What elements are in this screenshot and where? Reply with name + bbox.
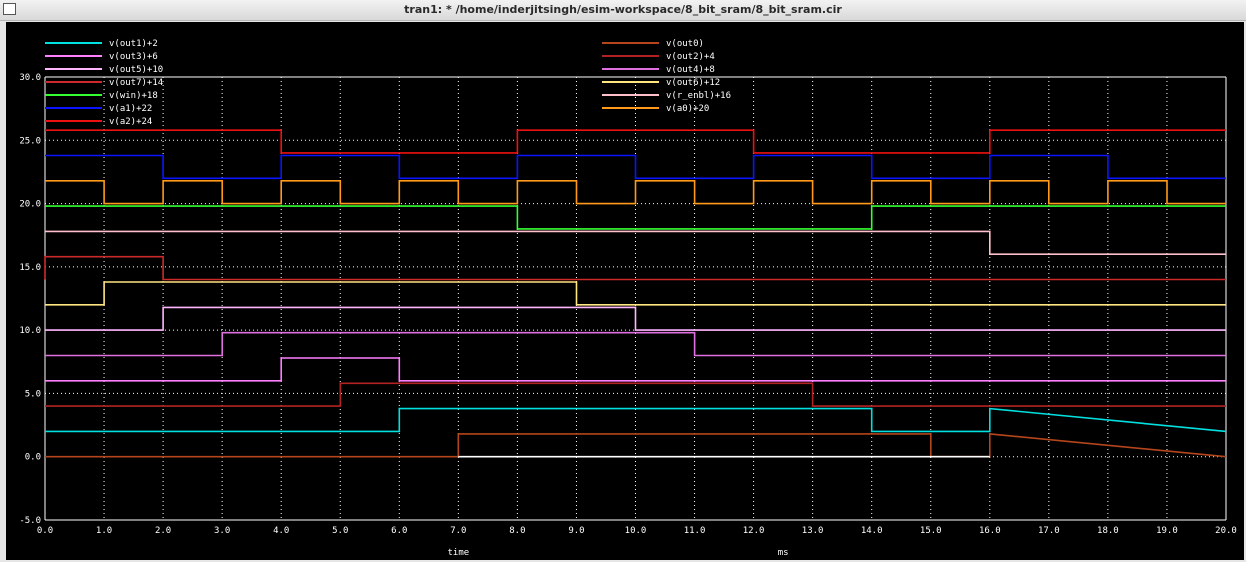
legend-label: v(a2)+24: [109, 117, 152, 127]
x-tick-label: 6.0: [391, 526, 407, 536]
trace-v-out0: [45, 433, 1227, 458]
y-tick-label: 5.0: [25, 389, 41, 399]
x-tick-label: 9.0: [568, 526, 584, 536]
trace-v-win-18: [45, 205, 1226, 230]
x-tick-label: 19.0: [1156, 526, 1178, 536]
legend-label: v(out1)+2: [109, 39, 158, 49]
legend-label: v(a1)+22: [109, 104, 152, 114]
trace-v-out7-14: [44, 255, 1226, 281]
x-tick-label: 18.0: [1097, 526, 1119, 536]
x-tick-label: 2.0: [155, 526, 171, 536]
trace-v-out2-4: [45, 382, 1226, 407]
window-title-bar[interactable]: tran1: * /home/inderjitsingh/esim-worksp…: [0, 0, 1246, 21]
y-tick-label: 15.0: [19, 263, 41, 273]
x-tick-label: 13.0: [802, 526, 824, 536]
x-tick-label: 14.0: [861, 526, 883, 536]
x-tick-label: 5.0: [332, 526, 348, 536]
x-tick-label: 12.0: [743, 526, 765, 536]
legend-label: v(out2)+4: [666, 52, 715, 62]
x-tick-label: 17.0: [1038, 526, 1060, 536]
x-tick-label: 4.0: [273, 526, 289, 536]
x-tick-label: 3.0: [214, 526, 230, 536]
trace-v-a2-24: [45, 129, 1226, 154]
legend-label: v(win)+18: [109, 91, 158, 101]
y-tick-label: 25.0: [19, 136, 41, 146]
x-tick-label: 16.0: [979, 526, 1001, 536]
trace-v-out6-12: [45, 281, 1226, 306]
x-tick-label: 0.0: [37, 526, 53, 536]
legend-label: v(out0): [666, 39, 704, 49]
window-menu-icon[interactable]: [3, 3, 16, 15]
legend-label: v(out3)+6: [109, 52, 158, 62]
y-tick-label: 10.0: [19, 326, 41, 336]
waveform-plot[interactable]: 0.0 1.0 2.0 3.0 4.0 5.0 6.0 7.0 8.0 9.0 10.0 11.0 12…: [6, 22, 1244, 560]
y-tick-label: 30.0: [19, 73, 41, 83]
trace-v-out3-6: [45, 357, 1226, 382]
x-tick-label: 7.0: [450, 526, 466, 536]
x-tick-label: 20.0: [1215, 526, 1237, 536]
trace-v-out4-8: [45, 331, 1226, 357]
plot-area[interactable]: 0.0 1.0 2.0 3.0 4.0 5.0 6.0 7.0 8.0 9.0 10.0 11.0 12…: [6, 22, 1244, 560]
legend-label: v(out4)+8: [666, 65, 715, 75]
trace-v-r-enbl-16: [45, 230, 1226, 255]
x-tick-label: 15.0: [920, 526, 942, 536]
x-tick-label: 10.0: [625, 526, 647, 536]
y-tick-label: 0.0: [25, 453, 41, 463]
x-tick-label: 11.0: [684, 526, 706, 536]
legend-label: v(out6)+12: [666, 78, 720, 88]
x-tick-label: 1.0: [96, 526, 112, 536]
window-title: tran1: * /home/inderjitsingh/esim-worksp…: [404, 3, 842, 16]
legend-label: v(a0)+20: [666, 104, 709, 114]
y-tick-label: 20.0: [19, 200, 41, 210]
legend-label: v(r_enbl)+16: [666, 91, 731, 101]
trace-v-out5-10: [45, 306, 1226, 331]
x-axis-unit: ms: [778, 548, 789, 558]
trace-v-a1-22: [45, 154, 1226, 180]
y-tick-label: -5.0: [19, 516, 41, 526]
legend-label: v(out7)+14: [109, 78, 163, 88]
x-axis-label: time: [448, 548, 470, 558]
legend-label: v(out5)+10: [109, 65, 163, 75]
x-tick-label: 8.0: [509, 526, 525, 536]
trace-v-out1-2: [45, 407, 1227, 433]
trace-v-a0-20: [45, 180, 1226, 205]
